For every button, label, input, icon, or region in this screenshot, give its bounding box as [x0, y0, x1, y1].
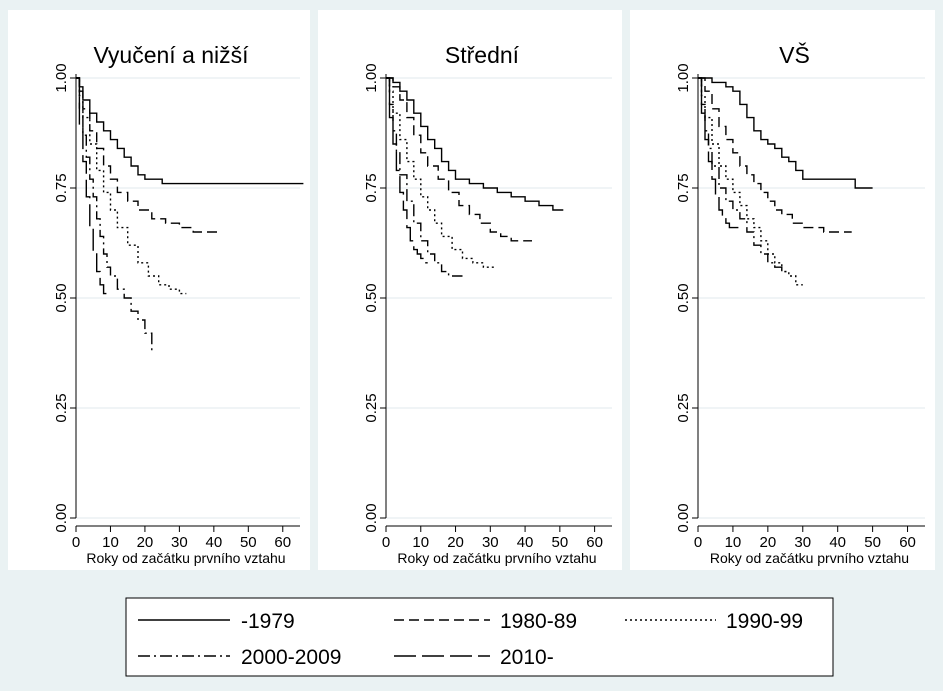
panel-background	[630, 10, 935, 570]
legend-label: 2010-	[500, 646, 554, 669]
x-tick-label: 30	[171, 534, 188, 551]
x-tick-label: 40	[517, 534, 534, 551]
panel-title: VŠ	[779, 41, 810, 68]
legend-label: 2000-2009	[241, 646, 341, 669]
y-tick-label: 1.00	[53, 63, 70, 92]
y-tick-label: 0.25	[363, 393, 380, 422]
x-axis-label: Roky od začátku prvního vztahu	[397, 550, 596, 566]
legend-label: -1979	[241, 610, 295, 633]
legend-label: 1990-99	[726, 610, 803, 633]
legend-item: -1979	[138, 610, 295, 633]
series-line-dashdot	[386, 77, 463, 277]
panel-3: VŠ 0.00 0.25 0.50 0.75 1.00 0 10 20 30 40 50 60Roky …	[630, 10, 935, 570]
legend-box	[125, 597, 834, 677]
x-axis-label: Roky od začátku prvního vztahu	[710, 550, 909, 566]
series-line-solid	[698, 77, 873, 189]
chart-panels: Vyučení a nižší 0.00 0.25 0.50 0.75 1.00 0 10 20…	[8, 10, 935, 570]
x-tick-label: 0	[382, 534, 390, 551]
y-tick-label: 0.00	[363, 503, 380, 532]
x-tick-label: 20	[137, 534, 154, 551]
panel-title: Střední	[445, 42, 520, 68]
series-line-dashdot	[76, 77, 153, 351]
x-tick-label: 0	[72, 534, 80, 551]
x-tick-label: 20	[447, 534, 464, 551]
y-tick-label: 0.25	[53, 393, 70, 422]
x-tick-label: 40	[206, 534, 223, 551]
panel-title: Vyučení a nižší	[93, 42, 249, 68]
panel-1: Vyučení a nižší 0.00 0.25 0.50 0.75 1.00 0 10 20…	[8, 10, 310, 570]
legend-item: 1990-99	[625, 610, 803, 633]
x-tick-label: 40	[829, 534, 846, 551]
panel-background	[8, 10, 310, 570]
panel-background	[318, 10, 622, 570]
legend-item: 2000-2009	[138, 646, 341, 669]
y-tick-label: 0.75	[675, 173, 692, 202]
y-tick-label: 0.00	[675, 503, 692, 532]
y-tick-label: 0.50	[363, 283, 380, 312]
y-tick-label: 0.75	[53, 173, 70, 202]
panel-2: Střední 0.00 0.25 0.50 0.75 1.00 0 10 20 30 40 50 60…	[318, 10, 622, 570]
series-line-dash	[76, 77, 221, 233]
y-tick-label: 0.50	[675, 283, 692, 312]
y-tick-label: 0.75	[363, 173, 380, 202]
legend-item: 1980-89	[394, 610, 577, 633]
x-tick-label: 0	[694, 534, 702, 551]
y-tick-label: 0.25	[675, 393, 692, 422]
series-line-longdash	[76, 77, 111, 295]
x-tick-label: 50	[864, 534, 881, 551]
series-line-longdash	[386, 77, 428, 264]
y-tick-label: 0.00	[53, 503, 70, 532]
series-line-solid	[76, 77, 304, 185]
legend-item: 2010-	[394, 646, 554, 669]
legend: -1979 1980-89 1990-99 2000-2009 2010-	[125, 597, 834, 677]
x-tick-label: 50	[552, 534, 569, 551]
x-tick-label: 60	[586, 534, 603, 551]
series-line-solid	[386, 77, 564, 211]
x-tick-label: 30	[794, 534, 811, 551]
x-tick-label: 60	[274, 534, 291, 551]
y-tick-label: 0.50	[53, 283, 70, 312]
y-tick-label: 1.00	[675, 63, 692, 92]
x-tick-label: 10	[412, 534, 429, 551]
x-tick-label: 10	[725, 534, 742, 551]
x-tick-label: 50	[240, 534, 257, 551]
series-line-dashdot	[698, 77, 789, 273]
x-axis-label: Roky od začátku prvního vztahu	[86, 550, 285, 566]
series-line-dash	[698, 77, 852, 233]
x-tick-label: 60	[899, 534, 916, 551]
legend-label: 1980-89	[500, 610, 577, 633]
y-tick-label: 1.00	[363, 63, 380, 92]
x-tick-label: 20	[760, 534, 777, 551]
x-tick-label: 30	[482, 534, 499, 551]
series-line-dot	[386, 77, 494, 268]
series-line-longdash	[698, 77, 740, 229]
x-tick-label: 10	[102, 534, 119, 551]
